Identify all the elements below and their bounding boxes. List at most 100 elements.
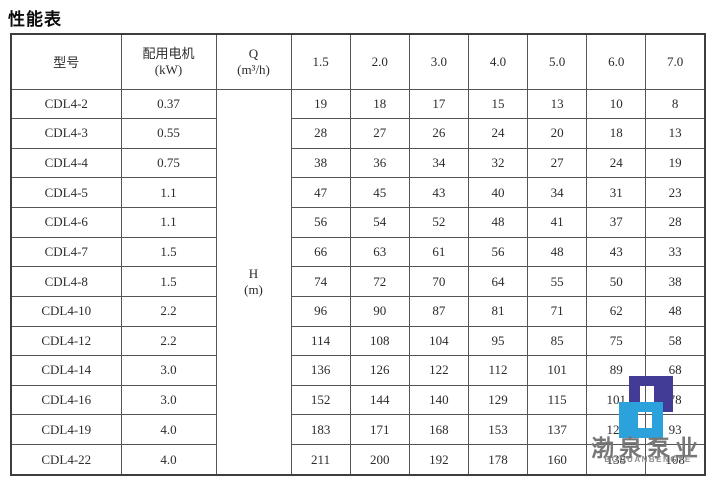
head-value-cell: 81 xyxy=(467,295,529,327)
head-value-cell: 129 xyxy=(467,384,529,416)
head-value-cell: 34 xyxy=(408,147,469,179)
flow-value-header: 3.0 xyxy=(408,33,469,90)
head-value-cell: 48 xyxy=(645,295,706,327)
head-value-cell: 138 xyxy=(586,444,647,476)
head-value-cell: 152 xyxy=(290,384,351,416)
power-cell: 3.0 xyxy=(120,355,217,386)
power-cell: 4.0 xyxy=(120,444,217,476)
model-cell: CDL4-22 xyxy=(10,444,122,476)
col-header-model: 型号 xyxy=(10,33,122,90)
model-cell: CDL4-6 xyxy=(10,207,122,238)
head-value-cell: 18 xyxy=(586,118,647,149)
boquan-s-logo-icon xyxy=(619,376,673,438)
table-row: CDL4-10 2.2 96 90 87 81 71 62 48 xyxy=(10,295,706,327)
head-value-cell: 56 xyxy=(290,207,351,238)
head-value-cell: 140 xyxy=(408,384,469,416)
head-value-cell: 104 xyxy=(408,325,469,357)
head-value-cell: 200 xyxy=(349,444,410,476)
table-row: CDL4-8 1.5 74 72 70 64 55 50 38 xyxy=(10,266,706,297)
table-row: CDL4-22 4.0 211 200 192 178 160 138 108 xyxy=(10,444,706,476)
head-value-cell: 50 xyxy=(586,266,647,297)
head-value-cell: 48 xyxy=(467,207,529,238)
model-cell: CDL4-16 xyxy=(10,384,122,416)
head-value-cell: 168 xyxy=(408,414,469,445)
head-value-cell: 24 xyxy=(467,118,529,149)
head-value-cell: 144 xyxy=(349,384,410,416)
head-value-cell: 85 xyxy=(527,325,588,357)
flow-value-header: 6.0 xyxy=(586,33,647,90)
table-body: CDL4-2 0.37 H (m) 19 18 17 15 13 10 8 CDL4-3 0.55 28 2… xyxy=(10,88,706,476)
head-unit-label: (m) xyxy=(244,281,263,297)
head-value-cell: 160 xyxy=(527,444,588,476)
flow-value-header: 7.0 xyxy=(645,33,706,90)
header-row: 型号 配用电机 (kW) Q (m³/h) 1.5 2.0 3.0 4.0 5.… xyxy=(10,33,706,90)
head-value-cell: 34 xyxy=(527,177,588,208)
power-cell: 2.2 xyxy=(120,325,217,357)
table-row: CDL4-2 0.37 H (m) 19 18 17 15 13 10 8 xyxy=(10,88,706,476)
head-value-cell: 52 xyxy=(408,207,469,238)
head-value-cell: 40 xyxy=(467,177,529,208)
head-value-cell: 55 xyxy=(527,266,588,297)
head-value-cell: 58 xyxy=(645,325,706,357)
head-value-cell: 32 xyxy=(467,147,529,179)
head-value-cell: 71 xyxy=(527,295,588,327)
head-value-cell: 62 xyxy=(586,295,647,327)
head-value-cell: 64 xyxy=(467,266,529,297)
head-value-cell: 20 xyxy=(527,118,588,149)
head-value-cell: 122 xyxy=(408,355,469,386)
head-value-cell: 15 xyxy=(467,88,529,120)
head-value-cell: 183 xyxy=(290,414,351,445)
head-value-cell: 171 xyxy=(349,414,410,445)
flow-value-header: 2.0 xyxy=(349,33,410,90)
head-value-cell: 56 xyxy=(467,236,529,268)
model-cell: CDL4-12 xyxy=(10,325,122,357)
head-value-cell: 13 xyxy=(527,88,588,120)
head-value-cell: 36 xyxy=(349,147,410,179)
power-cell: 3.0 xyxy=(120,384,217,416)
head-value-cell: 101 xyxy=(527,355,588,386)
head-value-cell: 114 xyxy=(290,325,351,357)
model-cell: CDL4-10 xyxy=(10,295,122,327)
model-cell: CDL4-2 xyxy=(10,88,122,120)
power-cell: 0.75 xyxy=(120,147,217,179)
head-value-cell: 211 xyxy=(290,444,351,476)
head-value-cell: 8 xyxy=(645,88,706,120)
head-value-cell: 45 xyxy=(349,177,410,208)
power-cell: 1.5 xyxy=(120,266,217,297)
head-value-cell: 13 xyxy=(645,118,706,149)
head-value-cell: 66 xyxy=(290,236,351,268)
head-value-cell: 33 xyxy=(645,236,706,268)
head-value-cell: 126 xyxy=(349,355,410,386)
model-cell: CDL4-4 xyxy=(10,147,122,179)
table-row: CDL4-7 1.5 66 63 61 56 48 43 33 xyxy=(10,236,706,268)
table-row: CDL4-14 3.0 136 126 122 112 101 89 68 xyxy=(10,355,706,386)
head-value-cell: 27 xyxy=(527,147,588,179)
head-value-cell: 74 xyxy=(290,266,351,297)
model-cell: CDL4-8 xyxy=(10,266,122,297)
flow-unit-label: (m³/h) xyxy=(237,61,270,77)
head-value-cell: 137 xyxy=(527,414,588,445)
head-value-cell: 87 xyxy=(408,295,469,327)
head-value-cell: 37 xyxy=(586,207,647,238)
flow-symbol: Q xyxy=(248,46,259,62)
head-value-cell: 54 xyxy=(349,207,410,238)
head-value-cell: 70 xyxy=(408,266,469,297)
head-value-cell: 10 xyxy=(586,88,647,120)
head-value-cell: 178 xyxy=(467,444,529,476)
head-value-cell: 72 xyxy=(349,266,410,297)
table-row: CDL4-16 3.0 152 144 140 129 115 101 78 xyxy=(10,384,706,416)
head-value-cell: 19 xyxy=(290,88,351,120)
head-value-cell: 17 xyxy=(408,88,469,120)
model-cell: CDL4-7 xyxy=(10,236,122,268)
head-value-cell: 61 xyxy=(408,236,469,268)
motor-label: 配用电机 xyxy=(142,46,195,62)
power-cell: 0.37 xyxy=(120,88,217,120)
head-value-cell: 41 xyxy=(527,207,588,238)
performance-table: 型号 配用电机 (kW) Q (m³/h) 1.5 2.0 3.0 4.0 5.… xyxy=(10,33,706,476)
head-value-cell: 192 xyxy=(408,444,469,476)
head-symbol: H xyxy=(248,265,259,281)
head-value-cell: 95 xyxy=(467,325,529,357)
head-value-cell: 19 xyxy=(645,147,706,179)
head-value-cell: 38 xyxy=(290,147,351,179)
power-cell: 0.55 xyxy=(120,118,217,149)
